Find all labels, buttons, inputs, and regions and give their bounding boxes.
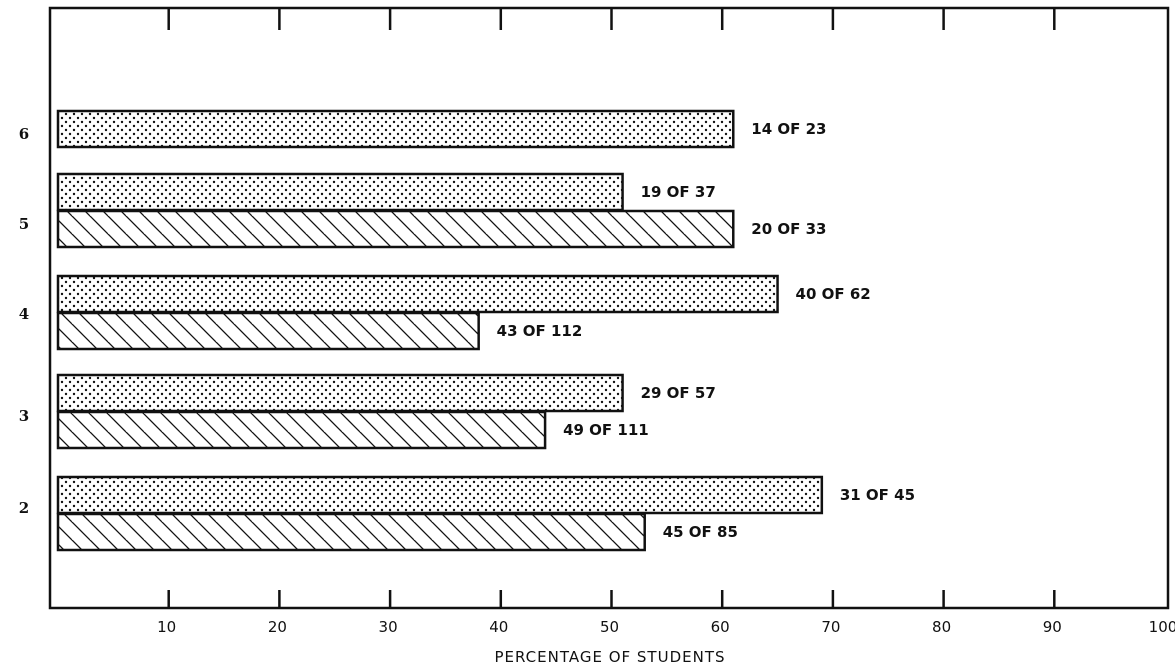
bar-dotted [56, 109, 735, 149]
bars [56, 109, 824, 552]
bar-hatched [56, 311, 480, 351]
bar-data-label: 20 OF 33 [751, 220, 826, 238]
x-tick-label: 20 [268, 618, 287, 636]
bar-dotted [56, 274, 779, 314]
bar-data-label: 29 OF 57 [641, 384, 716, 402]
bar-hatched [56, 512, 646, 552]
bar-data-label: 45 OF 85 [663, 523, 738, 541]
bar-labels: 14 OF 23 19 OF 37 20 OF 33 40 OF 62 43 OF 11… [497, 120, 915, 541]
bar-dotted [56, 172, 624, 212]
bar-data-label: 14 OF 23 [751, 120, 826, 138]
category-label: 2 [19, 499, 29, 517]
x-tick-label: 80 [932, 618, 951, 636]
bar-data-label: 49 OF 111 [563, 421, 649, 439]
x-tick-label: 40 [489, 618, 508, 636]
x-axis-title: PERCENTAGE OF STUDENTS [494, 648, 725, 666]
x-tick-label: 70 [821, 618, 840, 636]
category-label: 3 [19, 407, 29, 425]
category-label: 6 [19, 125, 29, 143]
bar-data-label: 19 OF 37 [641, 183, 716, 201]
bar-data-label: 43 OF 112 [497, 322, 583, 340]
category-label: 5 [19, 215, 29, 233]
bar-hatched [56, 209, 735, 249]
category-label: 4 [19, 305, 29, 323]
bar-dotted [56, 373, 624, 413]
bar-dotted [56, 475, 824, 515]
x-tick-label: 30 [379, 618, 398, 636]
bar-data-label: 40 OF 62 [796, 285, 871, 303]
bar-data-label: 31 OF 45 [840, 486, 915, 504]
x-tick-label: 90 [1043, 618, 1062, 636]
top-ticks [167, 8, 1056, 30]
x-tick-label: 100 [1149, 618, 1175, 636]
plot-frame [48, 6, 1170, 610]
bottom-ticks [167, 590, 1056, 608]
x-tick-label: 50 [600, 618, 619, 636]
x-tick-label: 60 [711, 618, 730, 636]
category-labels: 6 5 4 3 2 [19, 125, 29, 517]
bar-hatched [56, 410, 547, 450]
x-tick-label: 10 [157, 618, 176, 636]
x-tick-labels: 10 20 30 40 50 60 70 80 90 100 [157, 618, 1175, 636]
